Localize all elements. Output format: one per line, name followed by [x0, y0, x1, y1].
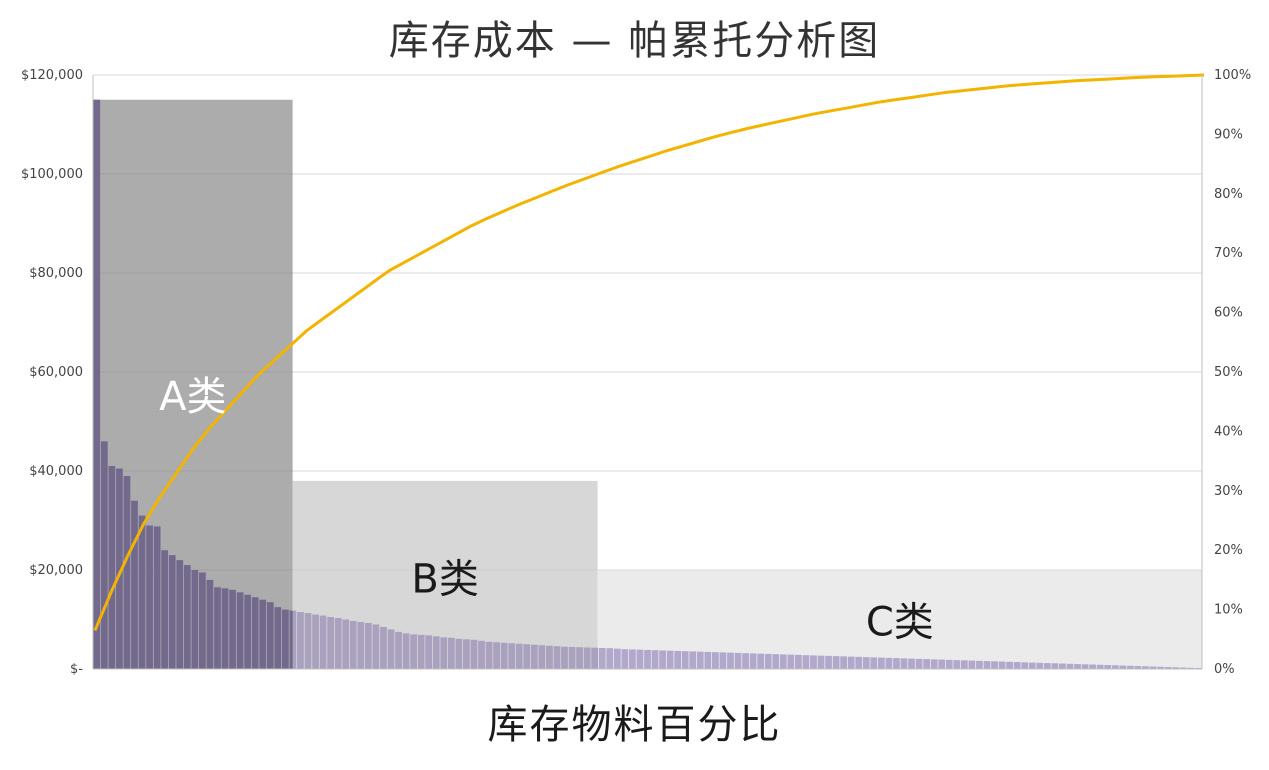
y2-tick-label: 80%: [1214, 187, 1243, 202]
y-tick-label: $120,000: [21, 68, 83, 83]
cumulative-percent-line: [93, 73, 1205, 631]
y2-tick-label: 50%: [1214, 365, 1243, 380]
y-tick-label: $100,000: [21, 167, 83, 182]
y2-tick-label: 100%: [1214, 68, 1251, 83]
y2-tick-label: 10%: [1214, 603, 1243, 618]
y-tick-label: $20,000: [29, 563, 83, 578]
zone-label: C类: [866, 599, 934, 645]
y2-tick-label: 0%: [1214, 662, 1235, 677]
chart-title: 库存成本 — 帕累托分析图: [388, 18, 881, 64]
zone-label: B类: [411, 557, 478, 603]
zone-B类: [292, 480, 598, 669]
y2-tick-label: 90%: [1214, 127, 1243, 142]
axes: $- $20,000 $40,000 $60,000 $80,000 $100,000 $1…: [21, 68, 1251, 677]
y2-tick-label: 60%: [1214, 306, 1243, 321]
y-tick-label: $60,000: [29, 365, 83, 380]
zone-C类: [597, 570, 1202, 669]
zone-A类: [93, 99, 293, 669]
abc-zones: [93, 99, 1202, 669]
y2-tick-label: 20%: [1214, 543, 1243, 558]
y-tick-label: $80,000: [29, 266, 83, 281]
zone-label: A类: [159, 374, 226, 420]
cumulative-line: [93, 73, 1205, 631]
y-tick-label: $-: [70, 662, 83, 677]
y2-tick-label: 70%: [1214, 246, 1243, 261]
zone-labels: A类 B类 C类: [159, 374, 934, 646]
x-axis-label: 库存物料百分比: [487, 702, 782, 748]
y-tick-label: $40,000: [29, 464, 83, 479]
y2-tick-label: 30%: [1214, 484, 1243, 499]
y2-tick-label: 40%: [1214, 424, 1243, 439]
